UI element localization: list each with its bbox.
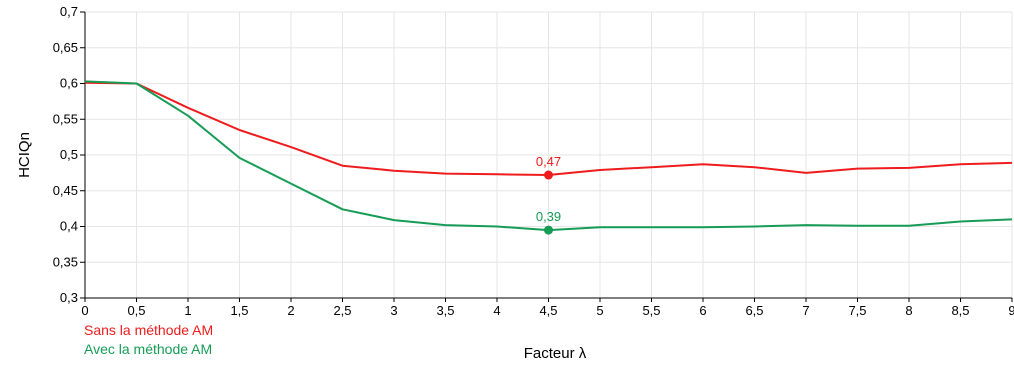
x-tick-label: 5: [596, 303, 603, 318]
x-axis-title: Facteur λ: [524, 345, 587, 362]
y-axis-title: HCIQn: [16, 132, 33, 178]
y-tick-label: 0,7: [60, 4, 78, 19]
x-tick-label: 3,5: [436, 303, 454, 318]
x-tick-label: 3: [390, 303, 397, 318]
y-tick-label: 0,4: [60, 219, 78, 234]
y-tick-label: 0,65: [53, 40, 78, 55]
x-tick-label: 1,5: [230, 303, 248, 318]
x-tick-label: 1: [184, 303, 191, 318]
x-tick-label: 8: [905, 303, 912, 318]
highlight-point-1: [544, 225, 553, 235]
x-tick-label: 6: [699, 303, 706, 318]
highlight-point-0: [544, 170, 553, 180]
legend-entry-avec: Avec la méthode AM: [84, 341, 212, 357]
y-tick-label: 0,6: [60, 76, 78, 91]
y-tick-label: 0,5: [60, 147, 78, 162]
x-tick-label: 4: [493, 303, 500, 318]
x-tick-label: 0: [81, 303, 88, 318]
x-tick-label: 7,5: [848, 303, 866, 318]
y-tick-labels: 0,3 0,35 0,4 0,45 0,5 0,55 0,6 0,65 0,7: [53, 4, 78, 305]
x-tick-label: 5,5: [642, 303, 660, 318]
y-tick-label: 0,45: [53, 183, 78, 198]
x-tick-label: 0,5: [127, 303, 145, 318]
x-tick-label: 6,5: [745, 303, 763, 318]
y-tick-label: 0,3: [60, 290, 78, 305]
x-tick-label: 8,5: [951, 303, 969, 318]
y-tick-label: 0,55: [53, 111, 78, 126]
data-label-0: 0,47: [536, 154, 561, 169]
axes: [80, 11, 1013, 302]
x-tick-label: 9: [1008, 303, 1014, 318]
x-tick-label: 2,5: [333, 303, 351, 318]
highlight-points: 0,47 0,39: [536, 154, 561, 235]
grid: [84, 11, 1013, 299]
data-label-1: 0,39: [536, 209, 561, 224]
y-tick-label: 0,35: [53, 254, 78, 269]
x-tick-label: 7: [802, 303, 809, 318]
x-tick-label: 4,5: [539, 303, 557, 318]
x-tick-label: 2: [287, 303, 294, 318]
x-tick-labels: 0 0,5 1 1,5 2 2,5 3 3,5 4 4,5 5 5,5 6 6,5 7 7,5 8 8,5 9: [81, 303, 1014, 318]
legend-entry-sans: Sans la méthode AM: [84, 322, 213, 338]
